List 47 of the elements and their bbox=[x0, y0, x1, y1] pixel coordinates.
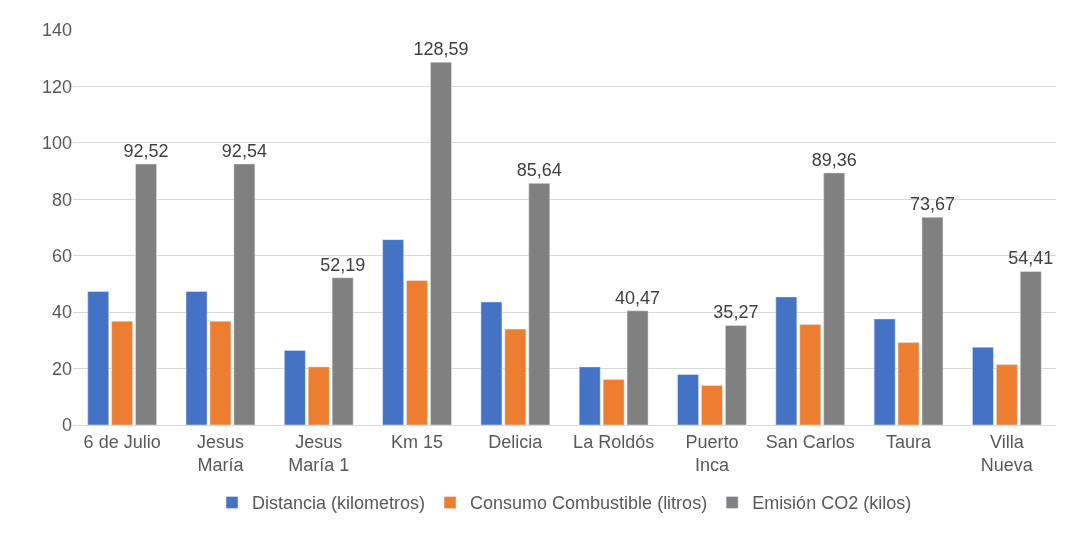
data-label: 40,47 bbox=[615, 287, 661, 308]
y-tick-label: 60 bbox=[51, 246, 72, 267]
x-tick-label: Jesus María 1 bbox=[288, 431, 350, 475]
bar bbox=[701, 385, 723, 425]
data-label: 92,54 bbox=[221, 140, 267, 161]
data-label: 52,19 bbox=[320, 254, 366, 275]
y-tick-label: 20 bbox=[51, 358, 72, 379]
bar bbox=[284, 350, 306, 425]
x-tick-label: Delicia bbox=[488, 431, 544, 452]
bar bbox=[135, 163, 157, 425]
y-tick-label: 0 bbox=[61, 415, 72, 436]
data-label: 73,67 bbox=[909, 194, 955, 215]
x-tick-label: Km 15 bbox=[391, 431, 444, 452]
bar bbox=[87, 291, 109, 425]
legend-label: Distancia (kilometros) bbox=[252, 493, 426, 514]
data-label: 54,41 bbox=[1008, 248, 1054, 269]
bar bbox=[725, 325, 747, 425]
bar bbox=[331, 277, 354, 425]
bar bbox=[972, 346, 994, 425]
bar bbox=[382, 239, 404, 425]
data-label: 89,36 bbox=[811, 149, 857, 170]
x-tick-label: San Carlos bbox=[765, 431, 855, 452]
y-tick-label: 120 bbox=[41, 76, 72, 97]
bar bbox=[307, 366, 330, 425]
bar bbox=[996, 364, 1018, 425]
bar bbox=[823, 172, 845, 425]
data-label: 35,27 bbox=[713, 302, 759, 323]
bar bbox=[677, 374, 699, 425]
data-label: 128,59 bbox=[413, 39, 469, 60]
data-label: 85,64 bbox=[516, 160, 562, 181]
x-tick-label: Puerto Inca bbox=[685, 431, 739, 475]
bar bbox=[111, 320, 133, 425]
x-tick-label: La Roldós bbox=[573, 431, 655, 452]
x-tick-label: 6 de Julio bbox=[83, 431, 161, 452]
x-tick-label: Taura bbox=[886, 431, 933, 452]
y-tick-label: 80 bbox=[51, 189, 72, 210]
x-tick-label: Villa Nueva bbox=[980, 431, 1034, 475]
y-tick-label: 40 bbox=[51, 302, 72, 323]
y-tick-label: 100 bbox=[41, 133, 72, 154]
data-label: 92,52 bbox=[123, 140, 169, 161]
y-tick-label: 140 bbox=[41, 20, 72, 41]
legend-label: Emisión CO2 (kilos) bbox=[752, 493, 912, 514]
bar bbox=[430, 61, 452, 425]
legend-label: Consumo Combustible (litros) bbox=[470, 493, 708, 514]
bar bbox=[406, 280, 428, 425]
x-tick-label: Jesus María bbox=[196, 431, 245, 475]
bar bbox=[1020, 271, 1042, 425]
